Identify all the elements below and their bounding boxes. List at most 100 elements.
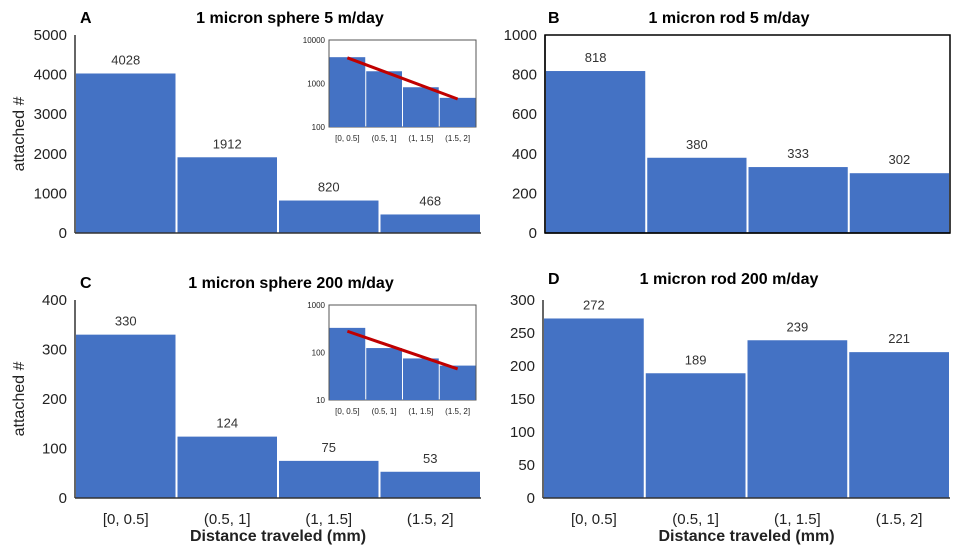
inset-bar-1: [329, 57, 366, 128]
inset-x-tick-label: [0, 0.5]: [335, 407, 359, 416]
inset-x-tick-label: (1, 1.5]: [408, 407, 433, 416]
inset-chart: 100 1000 10000 [0, 0.5] (0.5, 1] (1, 1.5] (1.5…: [303, 36, 477, 143]
bar-1: [76, 334, 176, 498]
y-tick-label: 0: [529, 225, 537, 242]
panel-letter: C: [80, 275, 92, 292]
inset-x-tick-label: (1.5, 2]: [445, 407, 470, 416]
y-tick-label: 600: [512, 106, 537, 123]
x-tick-label: (1.5, 2]: [407, 511, 454, 528]
data-label: 272: [583, 297, 605, 312]
panel-b: B 1 micron rod 5 m/day 0 200 400 600 800 1000 81…: [504, 10, 951, 242]
data-label: 124: [216, 416, 238, 431]
inset-y-tick-label: 10000: [303, 36, 326, 45]
inset-x-tick-label: [0, 0.5]: [335, 134, 359, 143]
x-tick-label: [0, 0.5]: [103, 511, 149, 528]
inset-bar-1: [329, 327, 366, 400]
y-tick-label: 5000: [34, 27, 67, 44]
y-tick-label: 800: [512, 67, 537, 84]
inset-y-tick-label: 1000: [307, 80, 325, 89]
data-label: 302: [889, 152, 911, 167]
x-tick-label: (1, 1.5]: [305, 511, 352, 528]
inset-x-tick-label: (1.5, 2]: [445, 134, 470, 143]
panel-c: C 1 micron sphere 200 m/day 0 100 200 300 400 a…: [11, 275, 481, 545]
bar-2: [647, 157, 747, 233]
y-tick-label: 1000: [504, 27, 537, 44]
inset-y-tick-label: 100: [312, 349, 326, 358]
x-tick-label: (0.5, 1]: [204, 511, 251, 528]
bar-1: [544, 318, 644, 498]
y-tick-label: 100: [510, 424, 535, 441]
y-tick-label: 200: [42, 391, 67, 408]
y-tick-label: 1000: [34, 185, 67, 202]
x-tick-label: (1.5, 2]: [876, 511, 923, 528]
chart-title: 1 micron sphere 200 m/day: [188, 275, 394, 292]
y-tick-label: 200: [512, 185, 537, 202]
data-label: 239: [787, 319, 809, 334]
x-tick-label: (0.5, 1]: [672, 511, 719, 528]
inset-y-tick-label: 1000: [307, 301, 325, 310]
inset-bar-2: [366, 348, 402, 400]
panel-a: A 1 micron sphere 5 m/day 0 1000 2000 3000 400…: [11, 10, 481, 242]
data-label: 820: [318, 180, 340, 195]
bar-4: [849, 173, 949, 233]
data-label: 53: [423, 451, 437, 466]
inset-trend-line: [346, 329, 459, 371]
y-tick-label: 400: [512, 146, 537, 163]
data-label: 4028: [111, 52, 140, 67]
x-tick-label: [0, 0.5]: [571, 511, 617, 528]
y-tick-label: 0: [527, 490, 535, 507]
bar-4: [380, 214, 480, 233]
chart-title: 1 micron sphere 5 m/day: [196, 10, 384, 27]
inset-bar-3: [403, 358, 439, 400]
y-tick-label: 2000: [34, 146, 67, 163]
x-axis-label: Distance traveled (mm): [658, 528, 834, 545]
data-label: 380: [686, 137, 708, 152]
chart-title: 1 micron rod 5 m/day: [649, 10, 810, 27]
data-label: 221: [888, 331, 910, 346]
inset-x-tick-label: (1, 1.5]: [408, 134, 433, 143]
bar-2: [177, 436, 277, 498]
inset-y-tick-label: 100: [312, 123, 326, 132]
panel-letter: A: [80, 10, 92, 27]
inset-trend-line: [346, 56, 459, 101]
inset-x-tick-label: (0.5, 1]: [372, 407, 397, 416]
chart-title: 1 micron rod 200 m/day: [640, 271, 819, 288]
bar-3: [279, 200, 379, 233]
bar-1: [546, 71, 646, 233]
y-axis-label: attached #: [11, 97, 28, 172]
inset-bar-4: [439, 97, 476, 127]
data-label: 333: [787, 146, 809, 161]
y-tick-label: 200: [510, 358, 535, 375]
inset-y-tick-label: 10: [316, 396, 325, 405]
bar-2: [177, 157, 277, 233]
y-tick-label: 0: [59, 225, 67, 242]
data-label: 330: [115, 314, 137, 329]
bar-1: [76, 73, 176, 233]
bar-4: [380, 471, 480, 498]
inset-bar-4: [439, 365, 476, 400]
panel-letter: D: [548, 271, 560, 288]
y-tick-label: 150: [510, 391, 535, 408]
data-label: 75: [322, 440, 336, 455]
bar-3: [748, 167, 848, 233]
bar-4: [849, 352, 949, 498]
data-label: 468: [419, 193, 441, 208]
y-tick-label: 4000: [34, 67, 67, 84]
bar-2: [645, 373, 746, 498]
inset-bar-2: [366, 71, 402, 127]
x-axis-label: Distance traveled (mm): [190, 528, 366, 545]
panel-d: D 1 micron rod 200 m/day 0 50 100 150 200 250 30…: [510, 271, 950, 545]
data-label: 1912: [213, 136, 242, 151]
inset-bar-3: [403, 87, 439, 127]
x-tick-label: (1, 1.5]: [774, 511, 821, 528]
y-axis-label: attached #: [11, 362, 28, 437]
plot-frame: [544, 34, 951, 234]
inset-chart: 10 100 1000 [0, 0.5] (0.5, 1] (1, 1.5] (1.5, 2…: [307, 301, 477, 416]
y-tick-label: 3000: [34, 106, 67, 123]
y-tick-label: 250: [510, 325, 535, 342]
y-tick-label: 300: [510, 292, 535, 309]
inset-x-tick-label: (0.5, 1]: [372, 134, 397, 143]
bar-3: [279, 460, 379, 498]
y-tick-label: 50: [518, 457, 535, 474]
